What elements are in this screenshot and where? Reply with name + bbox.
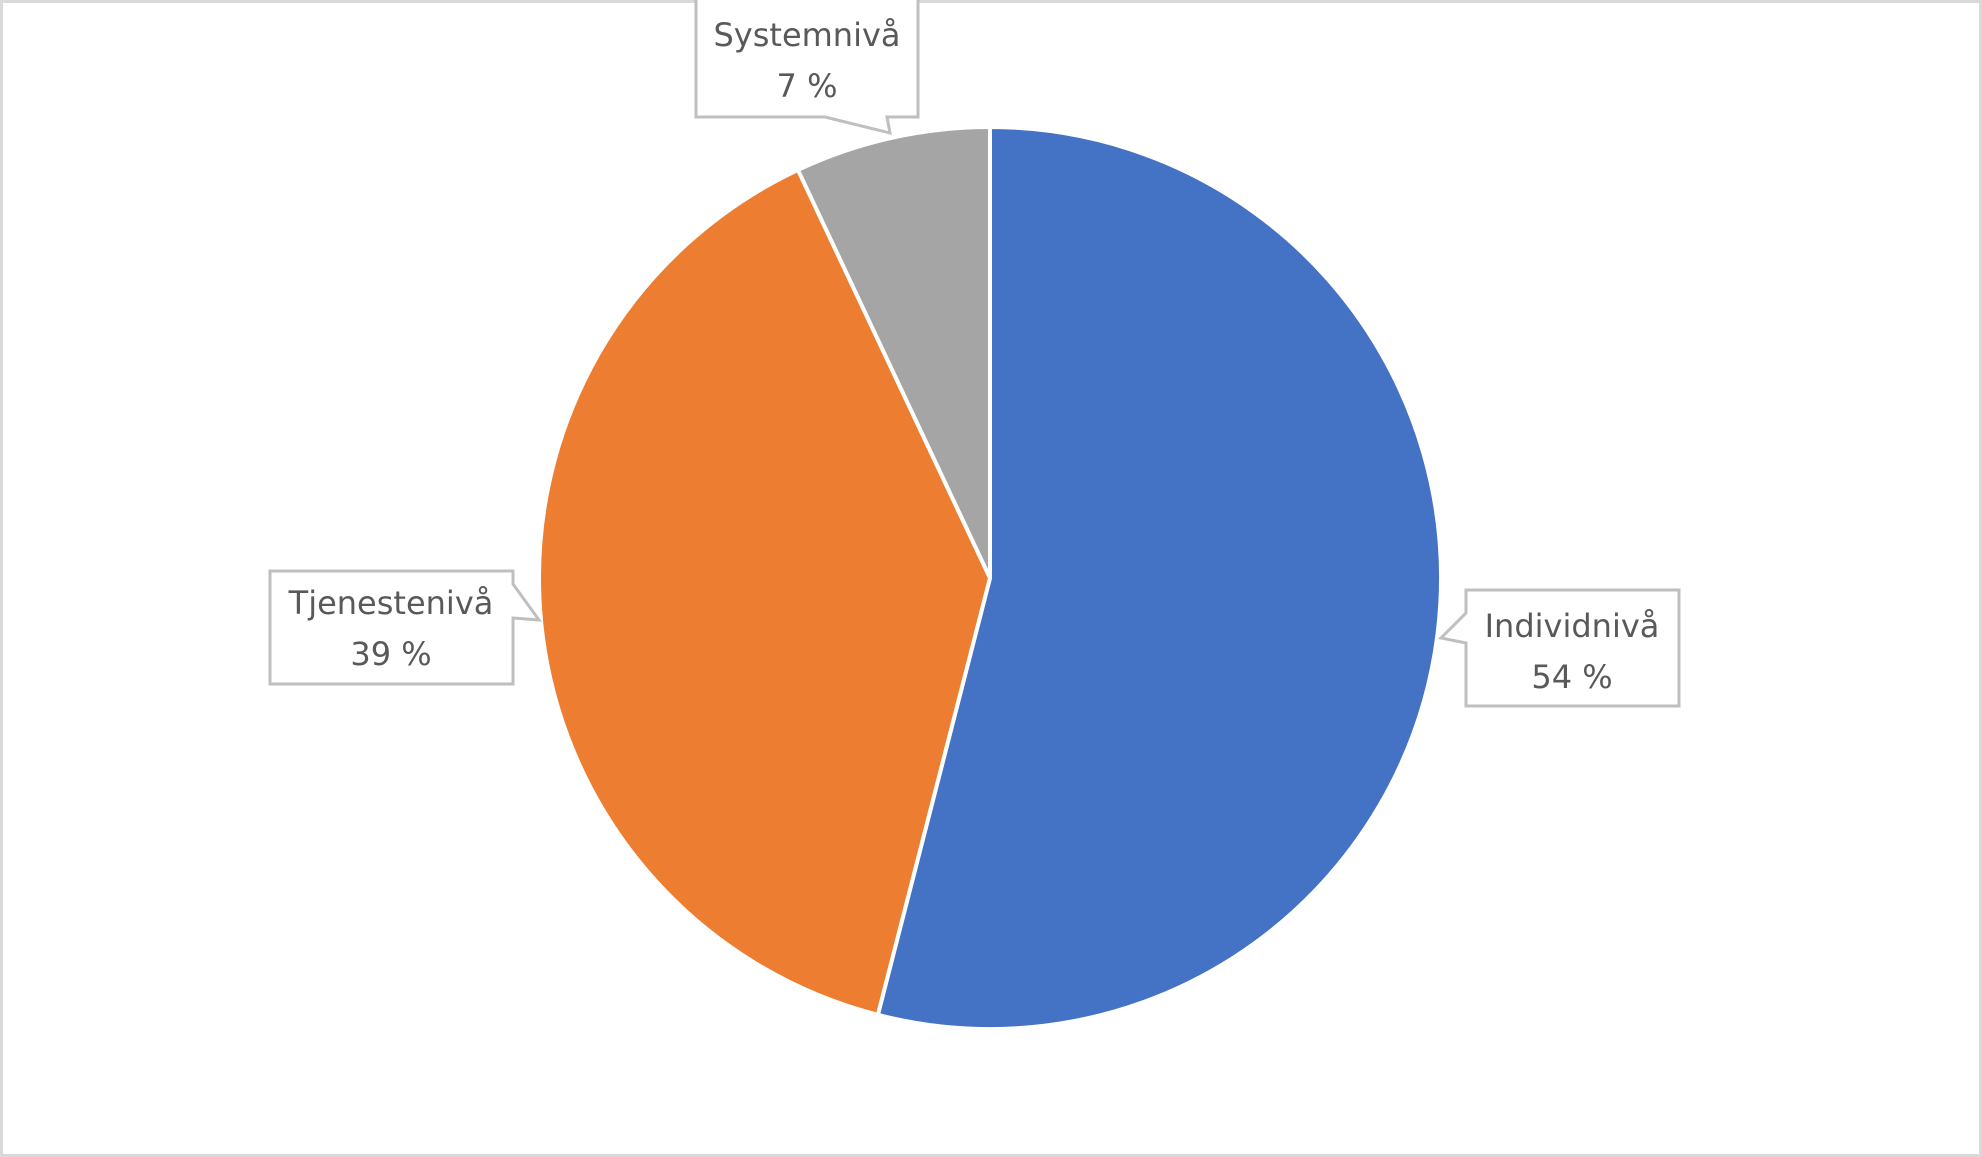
label-individniva-value: 54 % — [1531, 658, 1612, 696]
callout-tjenesteniva: Tjenestenivå 39 % — [268, 569, 543, 686]
label-systemniva-value: 7 % — [777, 67, 838, 105]
callout-individniva: Individnivå 54 % — [1437, 588, 1681, 708]
label-individniva-name: Individnivå — [1485, 607, 1660, 645]
callout-systemniva: Systemnivå 7 % — [694, 0, 920, 136]
slice-individniva — [875, 125, 1443, 1031]
label-systemniva-name: Systemnivå — [713, 16, 900, 54]
label-tjenesteniva-name: Tjenestenivå — [288, 584, 494, 622]
label-tjenesteniva-value: 39 % — [350, 635, 431, 673]
pie-slices — [537, 125, 1443, 1031]
slice-systemniva — [795, 125, 992, 580]
